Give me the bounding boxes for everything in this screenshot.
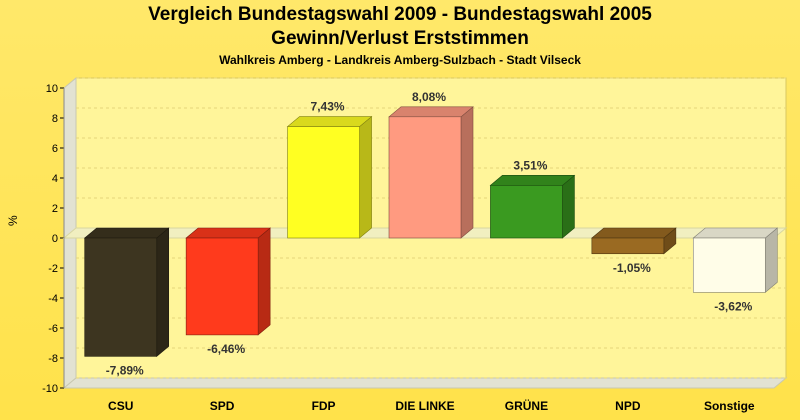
data-label: 3,51% (513, 158, 547, 172)
plot-floor (62, 377, 788, 389)
x-tick-label: GRÜNE (505, 398, 548, 413)
bar (185, 237, 259, 336)
chart-subtitle: Wahlkreis Amberg - Landkreis Amberg-Sulz… (219, 53, 581, 67)
bar-side (257, 227, 271, 336)
bar (287, 126, 360, 239)
y-tick-label: -2 (48, 263, 58, 275)
y-tick-label: -8 (48, 353, 58, 365)
bar-top (489, 175, 576, 186)
bar (591, 237, 665, 255)
y-tick-label: 10 (46, 83, 58, 95)
chart-title-line2: Gewinn/Verlust Erststimmen (271, 28, 529, 49)
bar-top (692, 227, 779, 239)
bar-top (388, 106, 474, 118)
y-tick-label: 4 (52, 173, 58, 185)
data-label: 7,43% (311, 100, 345, 114)
x-tick-label: DIE LINKE (395, 399, 454, 413)
x-tick-label: FDP (312, 399, 336, 413)
bar (84, 237, 158, 357)
x-tick-label: SPD (210, 399, 235, 413)
y-tick-label: -4 (48, 293, 58, 305)
data-label: -1,05% (613, 261, 651, 275)
bar-side (764, 227, 778, 293)
x-tick-label: NPD (615, 399, 641, 413)
bar (490, 185, 563, 239)
y-tick-label: 2 (52, 203, 58, 215)
data-label: -3,62% (714, 299, 752, 313)
data-label: -6,46% (207, 342, 245, 356)
x-tick-label: CSU (108, 399, 133, 413)
data-label: -7,89% (106, 363, 144, 377)
bar-top (286, 116, 373, 127)
bar (692, 237, 766, 293)
bar-side (562, 174, 575, 239)
bar-side (156, 227, 170, 357)
bar-side (460, 106, 474, 239)
bar-top (591, 227, 677, 239)
bar-top (185, 227, 271, 239)
bar-side (359, 115, 372, 239)
bar-top (83, 227, 170, 239)
y-tick-label: -6 (48, 323, 58, 335)
bar (388, 116, 462, 239)
y-tick-label: 6 (52, 143, 58, 155)
x-tick-label: Sonstige (704, 399, 755, 413)
y-tick-label: -10 (42, 383, 58, 395)
y-tick-label: 0 (52, 233, 58, 245)
y-tick-label: 8 (52, 113, 58, 125)
data-label: 8,08% (412, 90, 446, 104)
chart-title: Vergleich Bundestagswahl 2009 - Bundesta… (148, 4, 652, 25)
